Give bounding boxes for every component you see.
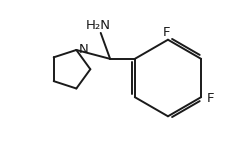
Text: F: F xyxy=(207,92,214,105)
Text: F: F xyxy=(163,26,170,39)
Text: H₂N: H₂N xyxy=(85,19,110,32)
Text: N: N xyxy=(78,43,88,56)
